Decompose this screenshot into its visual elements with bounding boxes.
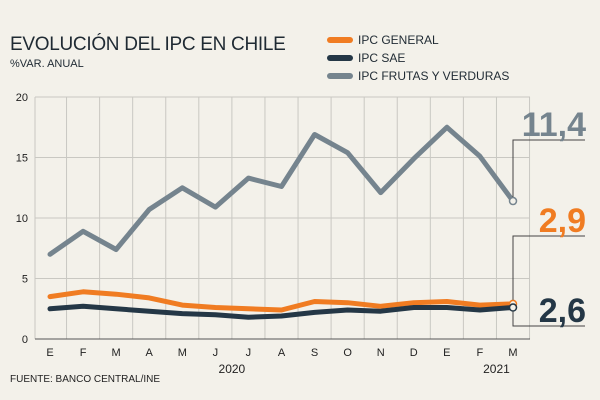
legend-label: IPC GENERAL [358,33,439,47]
gridlines [34,96,531,340]
chart-subtitle: %VAR. ANUAL [10,58,84,70]
label-connector [512,235,585,300]
legend: IPC GENERAL IPC SAE IPC FRUTAS Y VERDURAS [327,33,509,83]
series-line-0 [47,289,516,313]
series-line-2 [47,124,516,257]
year-label: 2021 [483,362,510,376]
x-tick-label: F [477,347,484,359]
x-tick-label: O [343,347,352,359]
x-axis: E F M A M J J A S O N D E F M 2020 2021 [46,347,517,376]
y-tick-label: 5 [22,274,28,286]
x-tick-label: M [508,347,517,359]
x-tick-label: A [146,347,154,359]
x-tick-label: J [213,347,219,359]
end-value-label: 2,9 [539,202,586,240]
x-tick-label: M [112,347,121,359]
chart-title: EVOLUCIÓN DEL IPC EN CHILE [10,33,286,55]
label-connector [512,139,585,198]
legend-label: IPC FRUTAS Y VERDURAS [358,69,509,83]
label-connector [512,311,585,327]
end-value-label: 2,6 [539,292,586,330]
year-label: 2020 [219,362,246,376]
end-value-label: 11,4 [522,106,586,144]
x-tick-label: E [46,347,53,359]
x-tick-label: E [443,347,450,359]
x-tick-label: A [278,347,286,359]
y-tick-label: 10 [16,213,28,225]
series-lines [47,124,518,320]
end-point-marker [508,196,518,206]
chart-source: FUENTE: BANCO CENTRAL/INE [10,374,160,385]
end-point-marker [508,303,518,312]
x-tick-label: M [178,347,187,359]
y-axis: 0 5 10 15 20 [16,92,28,346]
series-line-1 [47,303,516,320]
x-tick-label: S [311,347,318,359]
x-tick-label: D [410,347,418,359]
end-labels: 11,4 2,9 2,6 [512,106,586,330]
x-tick-label: F [80,347,87,359]
y-tick-label: 20 [16,92,28,104]
x-tick-label: J [246,347,252,359]
x-tick-label: N [377,347,385,359]
y-tick-label: 15 [16,153,28,165]
y-tick-label: 0 [22,334,28,346]
legend-label: IPC SAE [358,51,405,65]
